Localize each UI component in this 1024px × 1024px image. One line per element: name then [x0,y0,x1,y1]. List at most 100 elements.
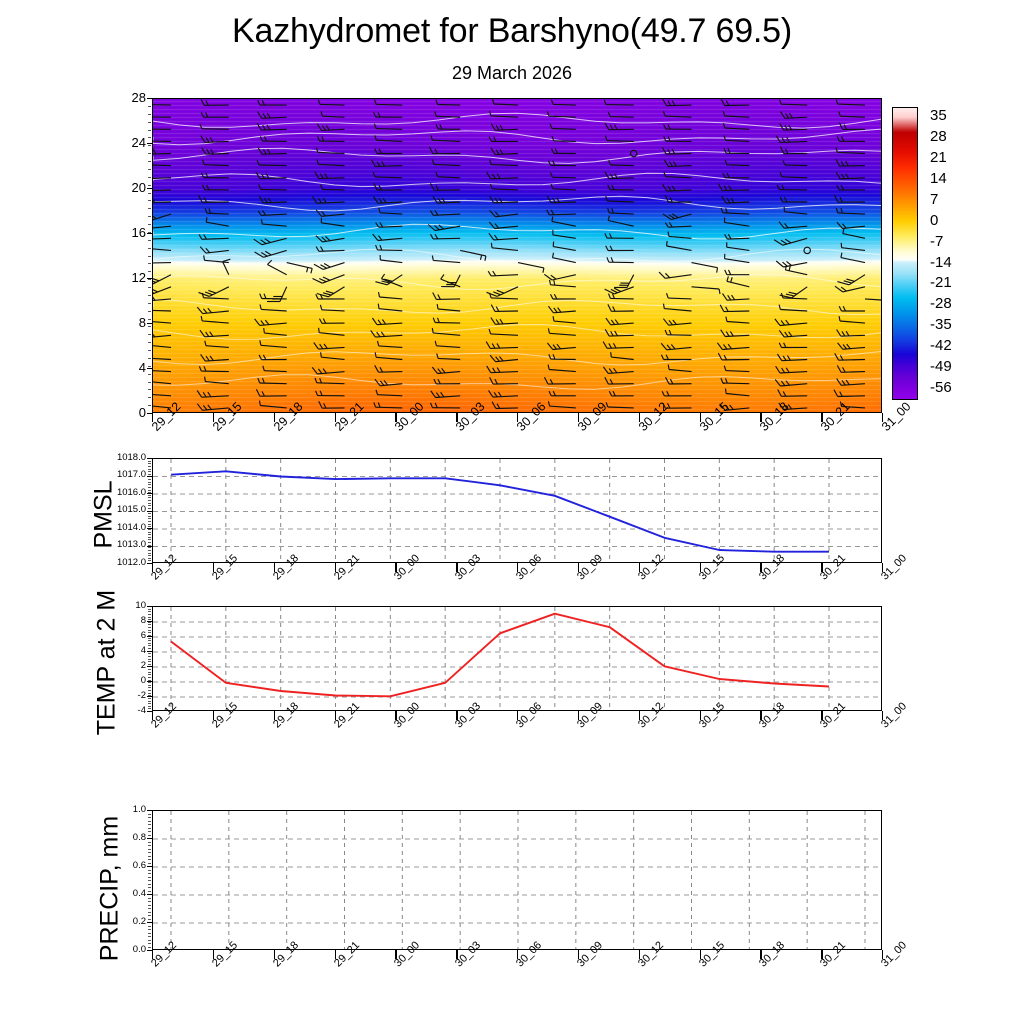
x-tick-mark [821,950,823,959]
y-minor-tick [148,279,151,281]
y-minor-tick [148,318,151,320]
colorbar-tick-label: -56 [930,379,952,396]
x-tick-mark [577,950,580,959]
y-minor-tick [148,841,151,843]
y-minor-tick [148,824,151,825]
y-minor-tick [148,263,151,265]
x-tick-mark [395,413,397,422]
y-tick-mark [147,651,152,653]
y-minor-tick [148,666,151,668]
y-minor-tick [148,471,151,473]
y-minor-tick [148,334,151,336]
y-minor-tick [148,608,151,610]
y-minor-tick [148,492,151,494]
y-minor-tick [148,539,151,541]
y-minor-tick [148,904,151,906]
x-tick-mark [821,563,823,572]
colorbar-tick-label: -28 [930,295,952,313]
colorbar-tick-label: 0 [930,211,939,229]
y-tick-label: 0.2 [132,915,146,927]
contour-lines [153,112,881,390]
y-tick-label: 4 [138,359,146,375]
y-minor-tick [148,690,151,691]
y-minor-tick [148,908,151,909]
y-minor-tick [148,510,151,512]
y-minor-tick [148,627,151,628]
y-minor-tick [148,302,151,304]
y-minor-tick [148,231,151,233]
x-tick-mark [456,413,458,422]
y-minor-tick [148,557,151,559]
y-minor-tick [148,687,151,689]
x-tick-mark [395,950,397,959]
y-tick-label: 12 [131,269,146,285]
y-minor-tick [148,629,151,631]
y-tick-label: 6 [140,629,146,641]
y-minor-tick [148,200,151,202]
y-minor-tick [148,534,151,536]
x-tick-mark [638,413,641,422]
x-tick-mark [334,950,336,959]
x-tick-mark [821,711,823,720]
y-tick-label: 4 [140,644,146,656]
y-minor-tick [148,523,151,525]
y-minor-tick [148,342,151,344]
y-minor-tick [148,820,151,822]
y-minor-tick [148,684,151,686]
y-minor-tick [148,547,151,549]
y-minor-tick [148,648,151,649]
y-minor-tick [148,192,151,194]
y-minor-tick [148,528,151,530]
y-minor-tick [148,703,151,705]
pmsl-plot [152,458,882,563]
y-minor-tick [148,873,151,874]
y-tick-mark [147,188,152,190]
y-tick-label: -4 [137,704,146,716]
colorbar-tick-label: -35 [930,316,952,334]
colorbar-tick-label: 14 [930,169,947,187]
y-minor-tick [148,708,151,710]
y-minor-tick [148,883,151,885]
y-minor-tick [148,939,151,941]
y-minor-tick [148,911,151,913]
x-tick-mark [638,950,641,959]
x-tick-mark [699,413,701,422]
y-tick-label: 20 [131,179,146,195]
y-minor-tick [148,105,151,107]
y-minor-tick [148,606,151,607]
y-minor-tick [148,129,151,131]
x-tick-mark [699,950,701,959]
y-minor-tick [148,936,151,937]
y-minor-tick [148,692,151,694]
x-tick-mark [456,711,458,720]
y-minor-tick [148,894,151,895]
y-tick-label: 0.4 [132,887,146,899]
y-minor-tick [148,682,151,684]
y-minor-tick [148,880,151,881]
x-tick-mark [699,711,701,720]
y-minor-tick [148,624,151,626]
y-minor-tick [148,676,151,678]
y-minor-tick [148,838,151,839]
y-minor-tick [148,98,151,99]
y-minor-tick [148,542,151,543]
y-tick-label: 2 [140,659,146,671]
precip-plot [152,810,882,950]
y-minor-tick [148,473,151,475]
y-minor-tick [148,946,151,948]
x-tick-mark [760,413,762,422]
y-minor-tick [148,176,151,178]
x-tick-mark [882,711,884,720]
y-minor-tick [148,161,151,162]
y-minor-tick [148,381,151,383]
y-minor-tick [148,611,151,613]
y-tick-mark [147,143,152,145]
y-minor-tick [148,549,151,551]
x-tick-mark [456,563,458,572]
y-minor-tick [148,460,151,462]
y-minor-tick [148,866,151,867]
y-tick-mark [147,636,152,638]
y-minor-tick [148,655,151,657]
y-minor-tick [148,357,151,359]
y-minor-tick [148,705,151,707]
